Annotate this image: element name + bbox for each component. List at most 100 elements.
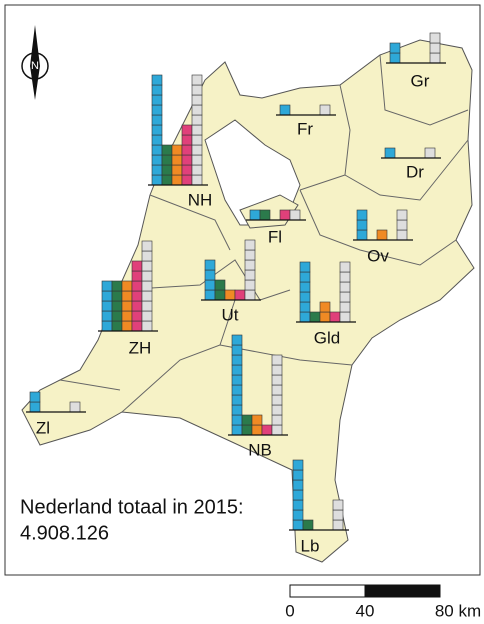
bar-square	[231, 364, 243, 376]
bar-square	[191, 154, 203, 166]
bar-square	[389, 42, 401, 54]
bar-square	[424, 147, 436, 159]
bar-square	[279, 209, 291, 221]
bar-square	[429, 42, 441, 54]
bar-square	[356, 219, 368, 231]
bar-square	[339, 291, 351, 303]
bar-square	[141, 280, 153, 292]
bar-square	[231, 424, 243, 436]
bar-square	[299, 311, 311, 323]
bar-square	[279, 104, 291, 116]
bar-column	[171, 144, 183, 186]
bar-column	[289, 209, 301, 221]
province-label: Ut	[222, 305, 239, 324]
bar-square	[131, 260, 143, 272]
bar-square	[396, 219, 408, 231]
bar-square	[339, 311, 351, 323]
bar-square	[171, 144, 183, 156]
bar-column	[329, 311, 341, 323]
bar-square	[141, 260, 153, 272]
bar-square	[356, 209, 368, 221]
bar-square	[259, 209, 271, 221]
bar-square	[271, 374, 283, 386]
bar-column	[204, 259, 216, 301]
bar-square	[151, 134, 163, 146]
scale-label: 0	[285, 601, 294, 620]
bar-square	[121, 310, 133, 322]
bar-square	[332, 499, 344, 511]
bar-square	[319, 311, 331, 323]
bar-square	[141, 270, 153, 282]
bar-square	[339, 271, 351, 283]
province-label: Zl	[36, 418, 50, 437]
bar-square	[376, 229, 388, 241]
bar-column	[356, 209, 368, 241]
bar-column	[241, 414, 253, 436]
province-label: NH	[188, 190, 213, 209]
bar-square	[231, 334, 243, 346]
bar-square	[151, 74, 163, 86]
bar-square	[299, 281, 311, 293]
bar-square	[141, 240, 153, 252]
bar-column	[429, 32, 441, 64]
bar-square	[214, 279, 226, 291]
scale-label: 40	[356, 601, 375, 620]
bar-square	[231, 374, 243, 386]
bar-square	[231, 404, 243, 416]
province-label: Ov	[367, 246, 389, 265]
bar-column	[319, 301, 331, 323]
bar-column	[261, 424, 273, 436]
bar-column	[224, 289, 236, 301]
bar-square	[299, 291, 311, 303]
bar-square	[339, 261, 351, 273]
bar-square	[241, 424, 253, 436]
bar-column	[299, 261, 311, 323]
bar-square	[214, 289, 226, 301]
bar-column	[251, 414, 263, 436]
bar-square	[171, 154, 183, 166]
scale-bar	[289, 584, 441, 598]
bar-column	[249, 209, 261, 221]
bar-square	[271, 404, 283, 416]
bar-square	[244, 289, 256, 301]
bar-square	[151, 114, 163, 126]
bar-column	[101, 280, 113, 332]
bar-square	[271, 414, 283, 426]
bar-square	[191, 144, 203, 156]
bar-square	[191, 174, 203, 186]
bar-square	[101, 320, 113, 332]
bar-square	[244, 269, 256, 281]
bar-square	[271, 354, 283, 366]
bar-square	[231, 344, 243, 356]
bar-column	[271, 354, 283, 436]
bar-square	[141, 310, 153, 322]
bar-square	[121, 280, 133, 292]
bar-square	[204, 289, 216, 301]
bar-square	[171, 164, 183, 176]
province-borders	[59, 54, 469, 413]
bar-square	[309, 311, 321, 323]
province-label: ZH	[129, 338, 152, 357]
total-value: 4.908.126	[20, 522, 109, 544]
bar-square	[29, 391, 41, 403]
bar-square	[302, 519, 314, 531]
bar-square	[131, 270, 143, 282]
bar-square	[131, 310, 143, 322]
bar-square	[339, 281, 351, 293]
bar-square	[241, 414, 253, 426]
bar-square	[171, 174, 183, 186]
bar-square	[101, 280, 113, 292]
bar-square	[429, 52, 441, 64]
total-title: Nederland totaal in 2015:	[20, 496, 244, 518]
bar-square	[141, 320, 153, 332]
bar-square	[161, 174, 173, 186]
province-label: Fl	[268, 227, 282, 246]
bar-square	[389, 52, 401, 64]
bar-square	[292, 509, 304, 521]
bar-square	[339, 301, 351, 313]
bar-square	[69, 401, 81, 413]
bar-square	[271, 394, 283, 406]
bar-column	[181, 124, 193, 186]
bar-square	[429, 32, 441, 44]
